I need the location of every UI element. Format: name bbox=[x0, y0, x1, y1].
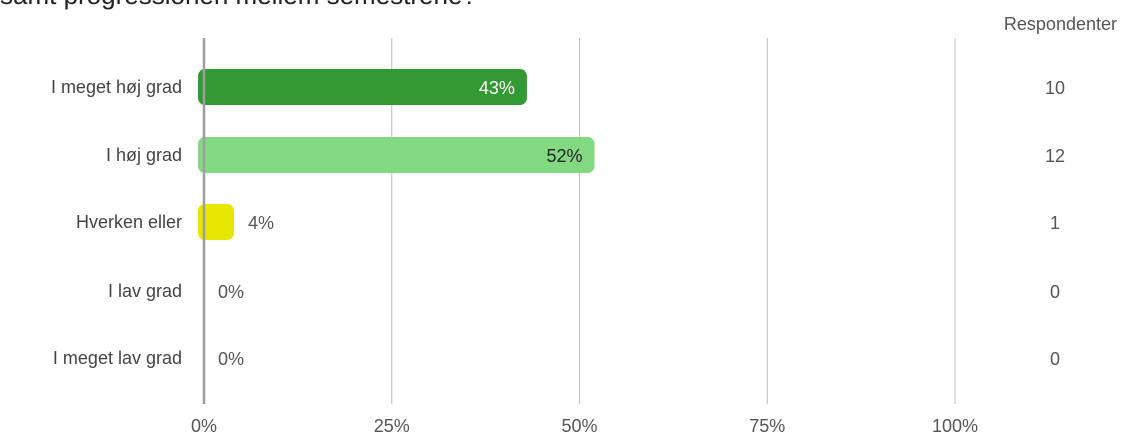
bar-value-label: 0% bbox=[218, 349, 244, 369]
respondent-count: 1 bbox=[1050, 213, 1060, 233]
chart-title: samt progressionen mellem semestrene? bbox=[0, 0, 477, 11]
category-label: I meget lav grad bbox=[53, 348, 182, 368]
x-tick-label: 50% bbox=[561, 416, 597, 436]
x-tick-label: 0% bbox=[191, 416, 217, 436]
respondent-count: 12 bbox=[1045, 146, 1065, 166]
respondent-count: 0 bbox=[1050, 349, 1060, 369]
x-tick-label: 75% bbox=[749, 416, 785, 436]
bar-value-label: 43% bbox=[479, 78, 515, 98]
respondent-count: 10 bbox=[1045, 78, 1065, 98]
bar bbox=[198, 69, 527, 105]
category-label: I høj grad bbox=[106, 145, 182, 165]
x-tick-label: 25% bbox=[374, 416, 410, 436]
respondents-header: Respondenter bbox=[1003, 14, 1117, 34]
bar bbox=[198, 204, 235, 240]
respondent-count: 0 bbox=[1050, 282, 1060, 302]
bar-value-label: 4% bbox=[248, 213, 274, 233]
bar-value-label: 0% bbox=[218, 282, 244, 302]
category-label: Hverken eller bbox=[76, 212, 182, 232]
category-label: I lav grad bbox=[108, 281, 182, 301]
x-tick-label: 100% bbox=[932, 416, 978, 436]
bar bbox=[198, 137, 595, 173]
bar-value-label: 52% bbox=[546, 146, 582, 166]
category-label: I meget høj grad bbox=[51, 77, 182, 97]
